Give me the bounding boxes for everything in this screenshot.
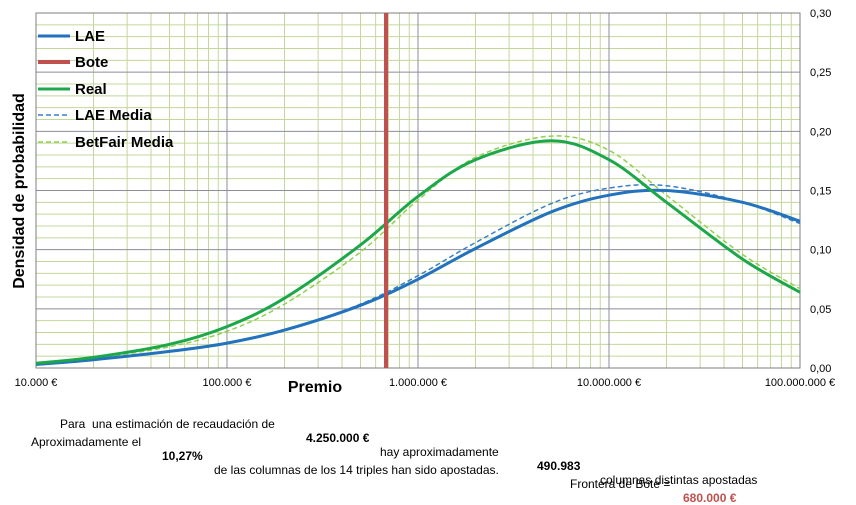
plot-area-border [35,12,801,369]
footer-line1-prefix: Para una estimación de recaudación de [60,417,275,431]
y-tick-label: 0,00 [810,363,831,375]
x-tick-label: 10.000 € [15,377,58,389]
x-tick-label: 100.000.000 € [765,377,835,389]
x-tick-label: 1.000.000 € [389,377,447,389]
footer-line2-prefix: Aproximadamente el [31,435,142,449]
y-axis-ticks: 0,00 0,05 0,10 0,15 0,20 0,25 0,30 [810,8,831,375]
series-lae-media-line [35,183,801,366]
y-tick-label: 0,30 [810,8,831,20]
x-tick-label: 10.000.000 € [577,377,641,389]
y-tick-label: 0,15 [810,186,831,198]
footer-percentage: 10,27% [162,449,203,463]
footer-line-2: Aproximadamente el 10,27% de las columna… [0,421,856,505]
chart: 0,00 0,05 0,10 0,15 0,20 0,25 0,30 10.000 € 100… [11,8,836,396]
y-tick-label: 0,25 [810,67,831,79]
y-tick-label: 0,20 [810,126,831,138]
legend-label-lae-media: LAE Media [75,107,152,124]
x-tick-label: 100.000 € [203,377,252,389]
footer-line2-mid: de las columnas de los 14 triples han si… [214,463,499,477]
y-axis-label: Densidad de probabilidad [11,93,28,289]
legend-label-real: Real [75,81,107,98]
legend-label-bote: Bote [75,54,108,71]
legend-label-lae: LAE [75,28,105,45]
series-betfair-media-line [35,135,801,366]
x-axis-ticks: 10.000 € 100.000 € 1.000.000 € 10.000.000 €… [15,377,836,389]
legend-label-betfair-media: BetFair Media [75,134,174,151]
y-tick-label: 0,10 [810,245,831,257]
footer-jackpot-value: 680.000 € [683,491,737,505]
y-tick-label: 0,05 [810,304,831,316]
x-axis-label: Premio [288,379,342,396]
series-real-line [35,139,801,365]
grid [36,13,800,368]
footer-jackpot-label: Frontera de Bote = [570,477,671,491]
series-lae-line [35,188,801,366]
legend: LAE Bote Real LAE Media BetFair Media [38,28,174,151]
series-layer [35,13,801,368]
